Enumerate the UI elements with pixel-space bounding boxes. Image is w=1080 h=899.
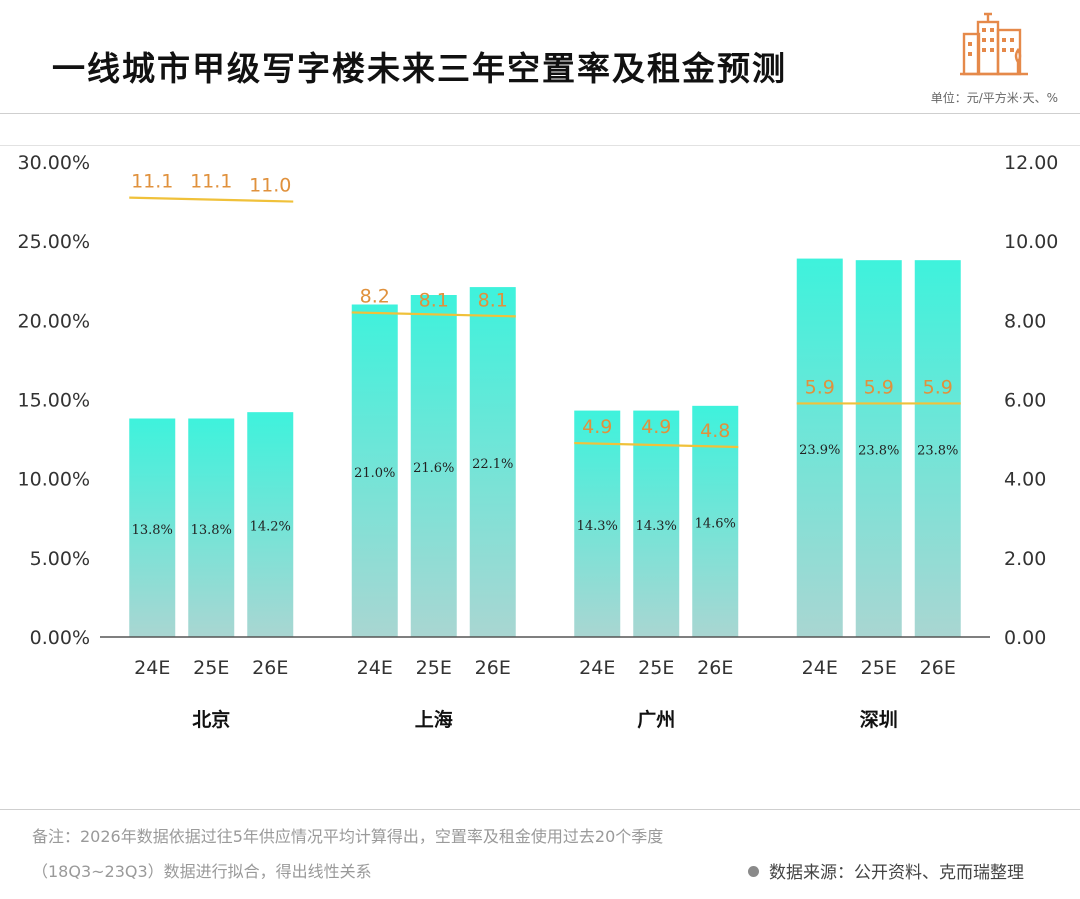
vacancy-data-label: 22.1%: [472, 457, 513, 472]
city-group-label: 广州: [637, 708, 675, 731]
vacancy-data-label: 13.8%: [132, 523, 173, 538]
vacancy-bars: 13.8% 13.8% 14.2% 21.0% 21.6% 22.1% 14.3% 14.3%…: [129, 258, 961, 637]
vacancy-data-label: 21.0%: [354, 466, 395, 481]
city-group-label: 深圳: [860, 708, 898, 731]
vacancy-data-label: 14.3%: [577, 519, 618, 534]
rent-data-label: 11.1: [190, 171, 232, 193]
vacancy-bar: [469, 287, 516, 637]
left-y-axis: 0.00% 5.00% 10.00% 15.00% 20.00% 25.00% 30.00%: [18, 152, 90, 649]
x-tick-label: 25E: [861, 657, 897, 679]
city-group-label: 上海: [415, 708, 453, 731]
rent-data-label: 5.9: [864, 376, 894, 398]
vacancy-bar: [410, 295, 457, 637]
x-tick-label: 25E: [416, 657, 452, 679]
vacancy-data-label: 23.8%: [858, 444, 899, 459]
vacancy-bar: [351, 304, 398, 637]
left-tick-label: 15.00%: [18, 390, 90, 412]
left-tick-label: 30.00%: [18, 152, 90, 174]
footnote-line-2: （18Q3~23Q3）数据进行拟合，得出线性关系: [32, 862, 372, 881]
rent-data-label: 8.1: [419, 289, 449, 311]
data-source-text: 数据来源：公开资料、克而瑞整理: [769, 863, 1024, 883]
rent-markers: 11.1 11.1 11.0 8.2 8.1 8.1 4.9 4.9 4.8 5.9 5.9 5.9: [129, 171, 961, 449]
left-tick-label: 25.00%: [18, 231, 90, 253]
right-tick-label: 0.00: [1004, 627, 1046, 649]
vacancy-bar: [914, 260, 961, 637]
right-y-axis: 0.00 2.00 4.00 6.00 8.00 10.00 12.00: [1004, 152, 1058, 649]
rent-data-label: 8.2: [360, 285, 390, 307]
vacancy-bar: [855, 260, 902, 637]
vacancy-bar: [796, 258, 843, 637]
right-tick-label: 2.00: [1004, 548, 1046, 570]
vacancy-data-label: 23.8%: [917, 444, 958, 459]
page-title: 一线城市甲级写字楼未来三年空置率及租金预测: [52, 49, 787, 88]
header-divider-secondary: [0, 145, 1080, 146]
vacancy-data-label: 14.6%: [695, 516, 736, 531]
x-tick-label: 25E: [638, 657, 674, 679]
left-tick-label: 10.00%: [18, 469, 90, 491]
left-tick-label: 20.00%: [18, 310, 90, 332]
x-tick-label: 26E: [252, 657, 288, 679]
header-divider: [0, 113, 1080, 114]
vacancy-data-label: 14.2%: [250, 520, 291, 535]
right-tick-label: 6.00: [1004, 390, 1046, 412]
bullet-dot-icon: [748, 865, 759, 877]
left-tick-label: 0.00%: [30, 627, 90, 649]
vacancy-data-label: 23.9%: [799, 443, 840, 458]
right-tick-label: 8.00: [1004, 310, 1046, 332]
unit-label: 单位：元/平方米·天、%: [930, 91, 1058, 105]
rent-data-label: 11.1: [131, 171, 173, 193]
vacancy-bar: [574, 410, 621, 637]
rent-data-label: 8.1: [478, 289, 508, 311]
x-tick-label: 24E: [357, 657, 393, 679]
x-tick-label: 24E: [802, 657, 838, 679]
x-tick-label: 26E: [697, 657, 733, 679]
right-tick-label: 10.00: [1004, 231, 1058, 253]
rent-data-label: 4.9: [641, 416, 671, 438]
x-tick-label: 26E: [475, 657, 511, 679]
rent-trend-line: [351, 311, 516, 318]
vacancy-data-label: 21.6%: [413, 461, 454, 476]
x-axis: 24E 25E 26E 北京 24E 25E 26E 上海 24E 25E 26E 广州 24E 25E 2…: [100, 636, 990, 731]
vacancy-bar: [188, 418, 235, 637]
rent-data-label: 11.0: [249, 175, 291, 197]
city-group-label: 北京: [192, 708, 230, 731]
vacancy-bar: [129, 418, 176, 637]
rent-data-label: 5.9: [923, 376, 953, 398]
vacancy-data-label: 13.8%: [191, 523, 232, 538]
vacancy-data-label: 14.3%: [636, 519, 677, 534]
building-logo-icon: [960, 12, 1028, 76]
right-tick-label: 12.00: [1004, 152, 1058, 174]
right-tick-label: 4.00: [1004, 469, 1046, 491]
footer-divider: [0, 809, 1080, 810]
x-tick-label: 26E: [920, 657, 956, 679]
vacancy-bar: [633, 410, 680, 637]
left-tick-label: 5.00%: [30, 548, 90, 570]
rent-data-label: 4.8: [700, 420, 730, 442]
vacancy-bar: [692, 405, 739, 637]
vacancy-bar: [247, 412, 294, 637]
footnote-line-1: 备注：2026年数据依据过往5年供应情况平均计算得出，空置率及租金使用过去20个…: [32, 827, 664, 846]
x-tick-label: 25E: [193, 657, 229, 679]
rent-data-label: 5.9: [805, 376, 835, 398]
rent-data-label: 4.9: [582, 416, 612, 438]
x-tick-label: 24E: [134, 657, 170, 679]
rent-trend-line: [574, 441, 739, 449]
data-source: 数据来源：公开资料、克而瑞整理: [748, 858, 1024, 883]
rent-trend-line: [129, 196, 294, 203]
x-tick-label: 24E: [579, 657, 615, 679]
